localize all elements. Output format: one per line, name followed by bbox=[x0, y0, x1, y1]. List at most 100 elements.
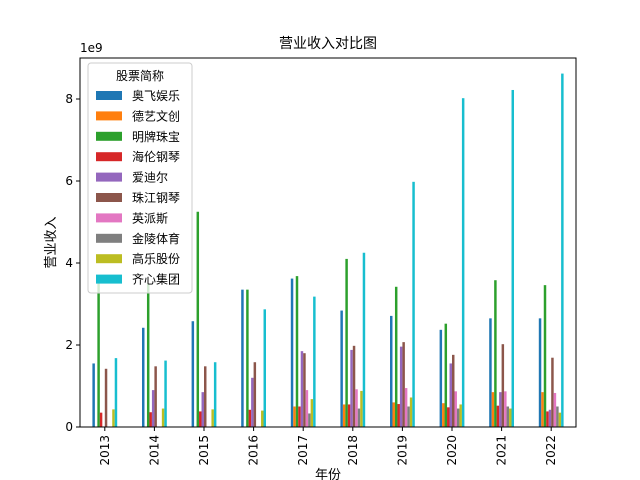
bar-2020-8 bbox=[459, 404, 462, 427]
bar-2020-6 bbox=[454, 391, 457, 427]
bar-2017-8 bbox=[310, 399, 314, 427]
bar-2019-0 bbox=[390, 315, 393, 427]
legend-label: 齐心集团 bbox=[132, 272, 180, 287]
bar-2021-9 bbox=[511, 89, 514, 427]
x-tick-label: 2013 bbox=[98, 435, 112, 466]
bar-2017-9 bbox=[313, 296, 316, 427]
legend-label: 海伦钢琴 bbox=[132, 149, 180, 164]
bar-2021-0 bbox=[489, 318, 492, 427]
bar-2022-9 bbox=[561, 73, 564, 427]
bar-2022-3 bbox=[546, 411, 549, 427]
bar-2020-7 bbox=[456, 408, 460, 427]
bar-2014-3 bbox=[149, 412, 152, 427]
legend-swatch bbox=[96, 111, 122, 121]
bar-2021-8 bbox=[509, 408, 512, 427]
bar-2018-6 bbox=[355, 389, 358, 427]
bar-2015-8 bbox=[211, 409, 214, 427]
chart-title: 营业收入对比图 bbox=[279, 36, 377, 52]
legend-label: 高乐股份 bbox=[132, 251, 180, 266]
bar-2021-6 bbox=[504, 391, 507, 427]
bar-2022-8 bbox=[558, 412, 562, 427]
legend-swatch bbox=[96, 213, 122, 223]
bar-2020-3 bbox=[447, 407, 450, 427]
x-tick-label: 2020 bbox=[445, 435, 459, 466]
bar-2022-4 bbox=[548, 409, 552, 427]
bar-2017-3 bbox=[298, 406, 301, 427]
bar-2019-6 bbox=[404, 388, 408, 427]
legend: 股票简称 奥飞娱乐德艺文创明牌珠宝海伦钢琴爱迪尔珠江钢琴英派斯金陵体育高乐股份齐… bbox=[87, 62, 193, 294]
legend-swatch bbox=[96, 91, 122, 100]
bar-2022-5 bbox=[551, 357, 554, 427]
bar-2014-2 bbox=[146, 283, 150, 427]
bar-2019-8 bbox=[409, 397, 413, 427]
bar-2015-0 bbox=[191, 321, 195, 427]
bar-2015-2 bbox=[196, 211, 200, 427]
legend-label: 奥飞娱乐 bbox=[132, 89, 180, 103]
bar-2018-2 bbox=[345, 258, 348, 427]
legend-label: 金陵体育 bbox=[132, 231, 180, 246]
bar-2019-1 bbox=[392, 402, 395, 427]
y-tick-label: 8 bbox=[65, 92, 73, 106]
bar-2014-9 bbox=[164, 360, 167, 427]
bar-2018-3 bbox=[347, 404, 351, 427]
y-tick-label: 0 bbox=[65, 420, 73, 434]
bar-2015-9 bbox=[213, 362, 217, 427]
bar-2014-0 bbox=[142, 327, 145, 427]
bar-2018-9 bbox=[362, 252, 366, 427]
x-tick-label: 2015 bbox=[197, 435, 211, 466]
bar-2014-4 bbox=[151, 390, 155, 427]
y-tick-label: 2 bbox=[65, 338, 73, 352]
bar-2017-1 bbox=[293, 406, 296, 427]
bar-2016-8 bbox=[261, 410, 264, 427]
legend-title: 股票简称 bbox=[116, 69, 164, 83]
bar-2014-5 bbox=[154, 366, 157, 427]
legend-swatch bbox=[96, 152, 122, 162]
bar-2016-2 bbox=[246, 289, 249, 427]
bar-2017-0 bbox=[290, 278, 294, 427]
legend-swatch bbox=[96, 254, 122, 264]
bar-2014-8 bbox=[161, 408, 165, 427]
bar-2018-7 bbox=[357, 408, 361, 427]
bar-2015-4 bbox=[201, 392, 204, 427]
y-axis-ticks: 0 2 4 6 8 bbox=[65, 92, 80, 434]
bar-2020-9 bbox=[461, 98, 465, 428]
bar-2021-1 bbox=[491, 392, 495, 427]
bar-2016-5 bbox=[253, 362, 257, 427]
legend-swatch bbox=[96, 274, 122, 284]
x-tick-label: 2017 bbox=[296, 435, 310, 466]
bar-2015-5 bbox=[204, 366, 207, 427]
legend-label: 英派斯 bbox=[132, 211, 168, 225]
bar-2013-0 bbox=[92, 363, 95, 427]
bar-2022-1 bbox=[541, 392, 544, 427]
bar-2021-3 bbox=[496, 405, 500, 427]
legend-swatch bbox=[96, 233, 122, 243]
bar-2019-4 bbox=[399, 346, 403, 427]
bar-2019-2 bbox=[394, 286, 398, 427]
plot-frame bbox=[79, 57, 577, 428]
bar-2016-4 bbox=[251, 377, 254, 427]
legend-swatch bbox=[96, 193, 122, 202]
y-axis-multiplier: 1e9 bbox=[80, 41, 103, 55]
bar-2022-0 bbox=[538, 318, 542, 427]
x-tick-label: 2018 bbox=[346, 435, 360, 466]
bar-2016-0 bbox=[241, 289, 244, 427]
x-tick-label: 2021 bbox=[495, 435, 509, 466]
bar-2016-9 bbox=[263, 309, 266, 427]
bar-2018-1 bbox=[342, 404, 346, 427]
legend-label: 明牌珠宝 bbox=[132, 130, 180, 144]
x-tick-label: 2016 bbox=[247, 435, 261, 466]
y-tick-label: 6 bbox=[65, 174, 73, 188]
bar-2018-0 bbox=[340, 310, 343, 427]
bar-2018-8 bbox=[360, 390, 363, 427]
y-axis-label: 营业收入 bbox=[44, 216, 59, 268]
bar-2013-2 bbox=[97, 283, 100, 427]
bar-2022-2 bbox=[543, 285, 547, 427]
x-tick-label: 2019 bbox=[395, 435, 409, 466]
x-axis-ticks: 2013 2014 2015 2016 2017 2018 2019 2020 2021 2022 bbox=[98, 427, 558, 466]
bar-2020-2 bbox=[444, 323, 448, 427]
bar-2015-3 bbox=[199, 411, 202, 427]
bar-2019-9 bbox=[412, 181, 415, 427]
